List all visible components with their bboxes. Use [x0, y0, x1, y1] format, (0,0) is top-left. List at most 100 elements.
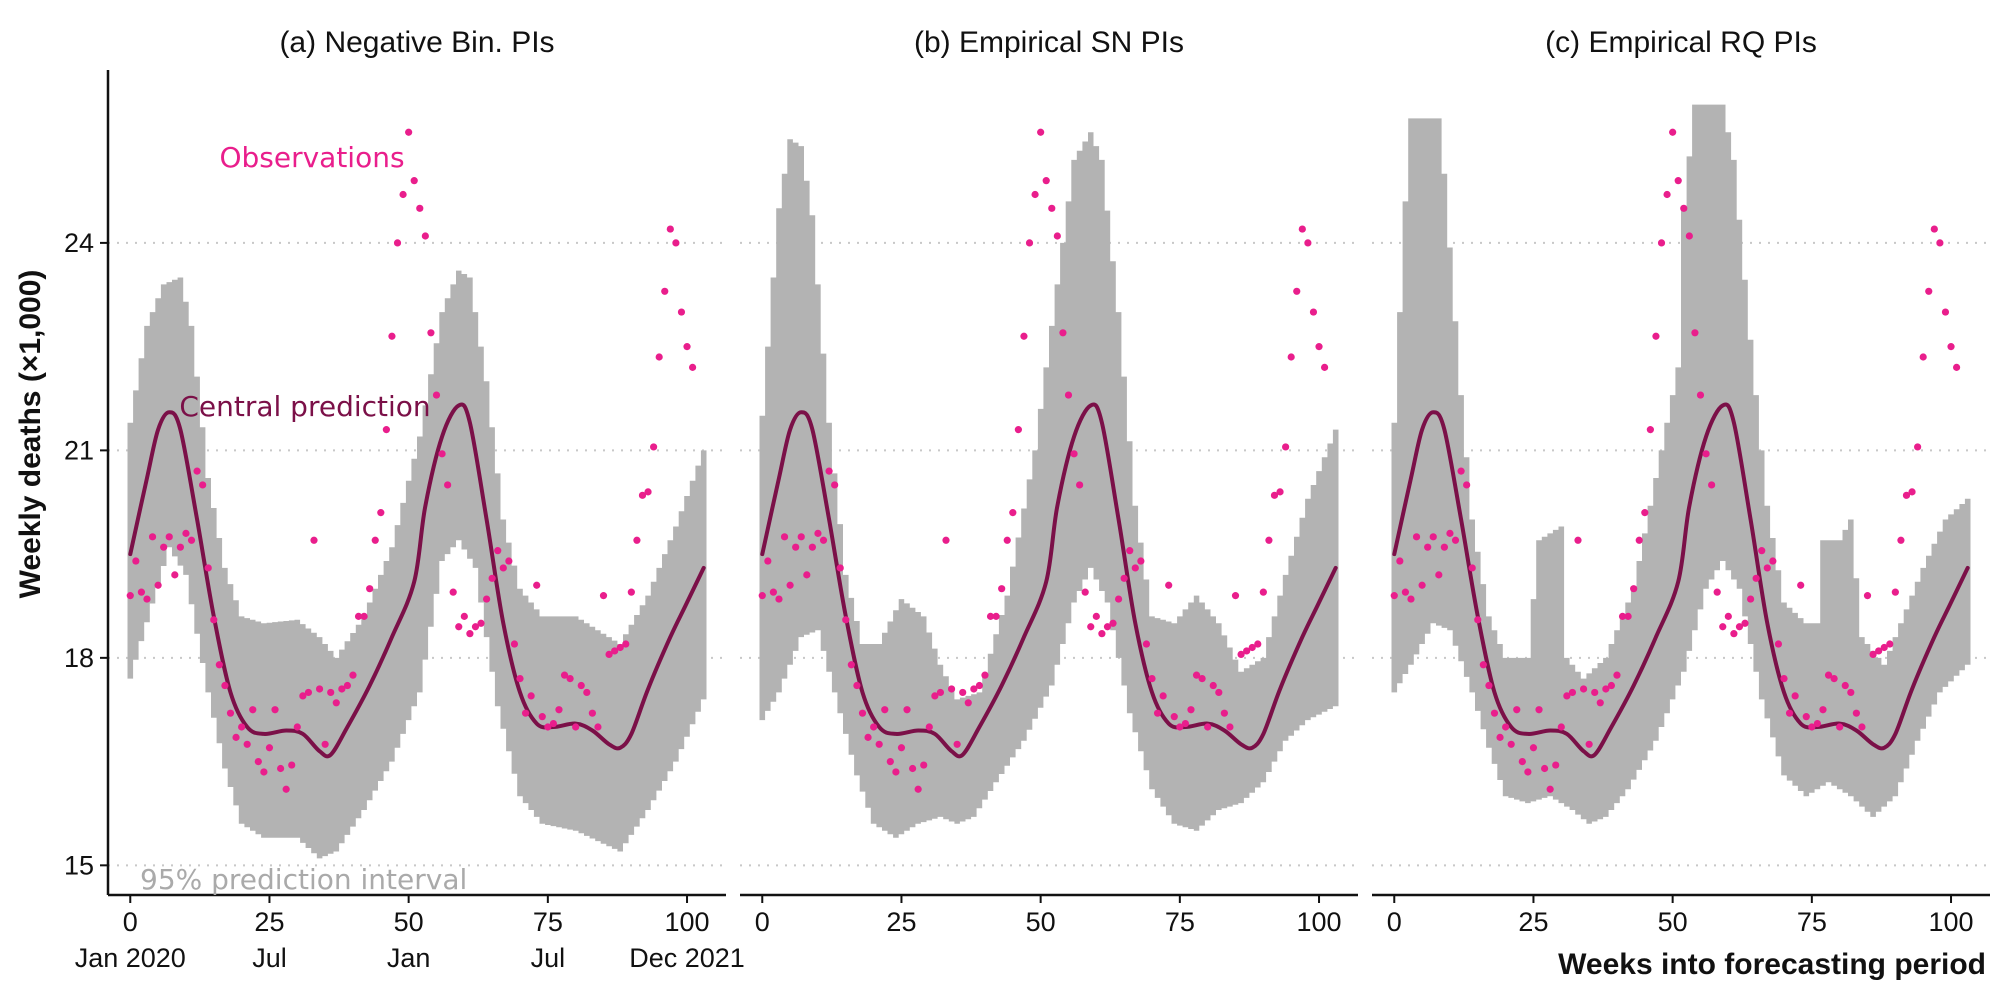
central-prediction-line	[1392, 402, 1970, 759]
observation-point-86	[1237, 650, 1245, 658]
panel-title-c: (c) Empirical RQ PIs	[1545, 26, 1817, 59]
observation-point-27	[908, 764, 917, 773]
observation-point-35	[953, 740, 961, 748]
observation-point-6	[1424, 543, 1432, 551]
observation-point-30	[925, 723, 933, 731]
x-tick-label-100: 100	[1928, 907, 1973, 937]
observation-point-76	[1813, 719, 1822, 728]
observation-point-84	[1226, 723, 1234, 731]
observation-point-45	[1641, 509, 1649, 517]
observation-point-20	[238, 723, 246, 731]
observation-point-100	[1947, 343, 1955, 351]
observation-point-1	[132, 557, 140, 565]
observation-point-4	[1412, 533, 1421, 541]
central-prediction-line	[760, 402, 1338, 759]
observation-point-22	[881, 706, 889, 714]
observation-point-42	[1624, 612, 1632, 620]
observation-point-9	[808, 543, 816, 551]
x-tick-label-50: 50	[1658, 907, 1688, 937]
observation-point-11	[187, 536, 196, 544]
x-tick-label-0: 0	[123, 907, 138, 937]
observation-point-6	[160, 543, 168, 551]
observation-point-77	[555, 706, 563, 714]
observation-point-89	[622, 640, 630, 648]
observation-point-96	[1293, 287, 1301, 295]
observation-point-71	[1153, 709, 1162, 717]
observation-point-4	[148, 533, 157, 541]
observation-point-25	[897, 744, 906, 752]
observation-point-57	[444, 481, 452, 489]
observation-point-71	[1785, 709, 1794, 717]
observation-point-94	[1282, 443, 1290, 451]
observation-point-35	[321, 740, 329, 748]
observation-point-70	[1148, 675, 1156, 683]
x-tick-label-75: 75	[1797, 907, 1827, 937]
date-label-2: Jan	[387, 943, 431, 973]
observation-point-9	[1440, 543, 1448, 551]
central-prediction-annotation: Central prediction	[179, 390, 430, 423]
observation-point-44	[1635, 536, 1643, 544]
observation-point-80	[1204, 723, 1212, 731]
observation-point-54	[427, 329, 435, 337]
observation-point-72	[1159, 692, 1167, 700]
observation-point-77	[1187, 706, 1195, 714]
observation-point-45	[377, 509, 385, 517]
observation-point-60	[460, 612, 468, 620]
observation-point-22	[1513, 706, 1521, 714]
observation-point-33	[310, 536, 318, 544]
observation-point-42	[992, 612, 1000, 620]
observation-point-24	[892, 768, 900, 776]
observation-point-13	[831, 481, 839, 489]
observation-point-85	[599, 592, 608, 600]
observation-point-0	[758, 592, 766, 600]
observation-point-87	[1243, 647, 1251, 655]
observation-point-24	[1524, 768, 1532, 776]
observation-point-37	[332, 699, 340, 707]
observation-point-91	[633, 536, 641, 544]
observation-point-38	[338, 685, 346, 693]
observation-point-82	[583, 688, 591, 697]
observation-point-58	[1081, 588, 1089, 596]
observation-point-92	[1270, 491, 1279, 499]
observation-point-36	[1591, 688, 1599, 697]
observation-point-29	[920, 761, 928, 769]
observation-point-52	[416, 204, 424, 212]
observation-point-66	[494, 547, 502, 555]
observation-point-41	[986, 612, 995, 620]
x-tick-label-75: 75	[1165, 907, 1195, 937]
observation-point-23	[254, 757, 262, 766]
observation-point-98	[1304, 239, 1312, 247]
y-tick-label-15: 15	[64, 850, 94, 880]
panel-title-a: (a) Negative Bin. PIs	[279, 26, 554, 59]
observation-point-83	[1220, 709, 1228, 717]
observation-point-4	[780, 533, 789, 541]
observation-point-12	[193, 467, 201, 475]
observation-point-76	[1181, 719, 1190, 728]
observation-point-73	[1165, 581, 1173, 589]
observation-point-82	[1847, 688, 1855, 697]
observation-point-28	[914, 785, 922, 793]
observation-point-17	[221, 681, 229, 690]
observation-point-79	[1830, 675, 1838, 683]
observation-point-81	[1841, 681, 1849, 690]
observation-point-86	[1869, 650, 1877, 658]
observation-point-94	[1914, 443, 1922, 451]
observation-point-35	[1585, 740, 1593, 748]
observation-point-74	[538, 713, 546, 721]
observation-point-78	[1824, 671, 1833, 679]
observation-point-68	[1769, 557, 1777, 565]
observation-point-42	[360, 612, 368, 620]
observation-point-47	[1020, 332, 1028, 340]
observation-point-68	[1137, 557, 1145, 565]
observation-point-60	[1092, 612, 1100, 620]
observation-point-75	[1808, 723, 1816, 731]
observation-point-61	[1098, 630, 1106, 638]
date-label-3: Jul	[531, 943, 566, 973]
observation-point-78	[1192, 671, 1201, 679]
observation-point-34	[315, 685, 324, 693]
observation-point-32	[936, 688, 945, 697]
observation-point-76	[549, 719, 558, 728]
observation-point-15	[842, 616, 850, 624]
observation-point-58	[449, 588, 457, 596]
panel-title-b: (b) Empirical SN PIs	[914, 26, 1184, 59]
